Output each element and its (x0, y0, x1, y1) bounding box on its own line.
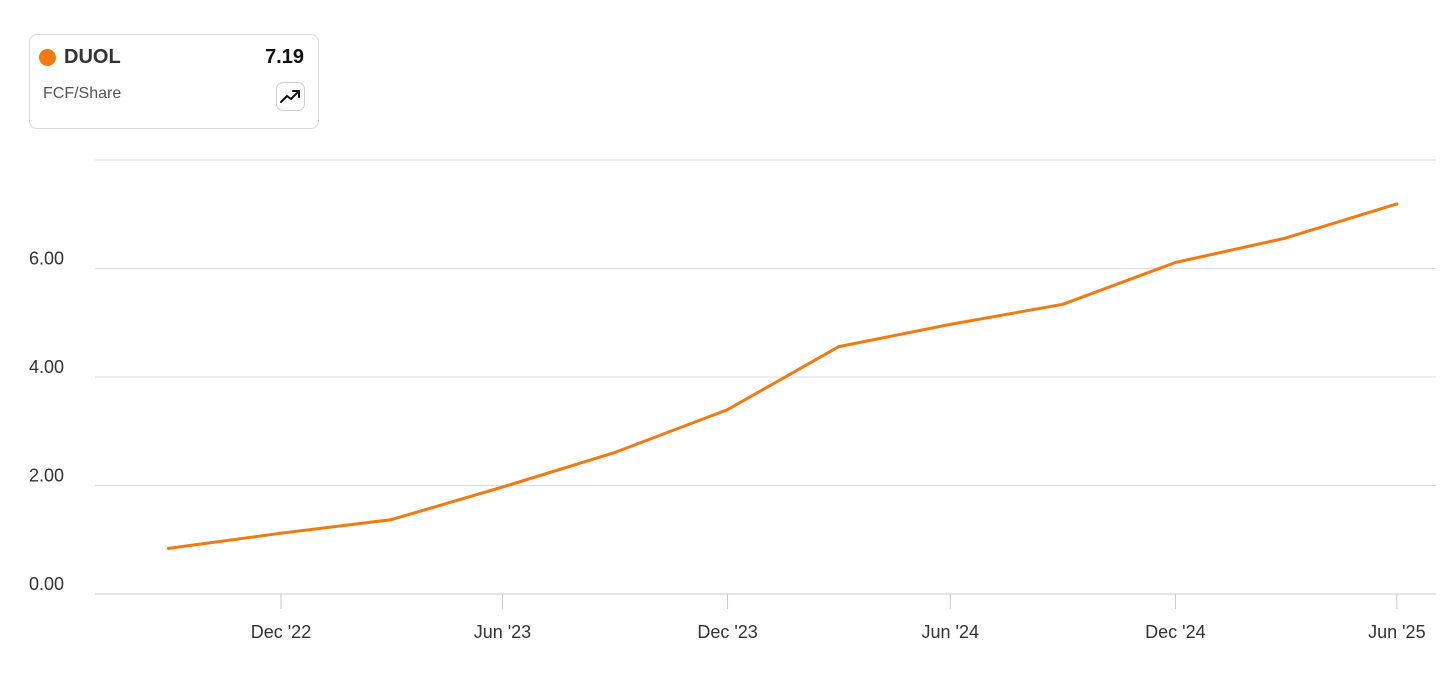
series-line (166, 202, 1399, 550)
x-tick-label: Jun '23 (474, 622, 531, 642)
legend-card: DUOL 7.19 FCF/Share (29, 34, 319, 129)
data-point (1173, 261, 1177, 265)
y-tick-label: 4.00 (29, 357, 64, 377)
y-tick-label: 2.00 (29, 466, 64, 486)
x-tick-label: Dec '23 (697, 622, 757, 642)
x-tick-label: Jun '25 (1368, 622, 1425, 642)
data-point (389, 518, 393, 522)
data-point (837, 345, 841, 349)
y-tick-label: 0.00 (29, 574, 64, 594)
data-point (1284, 236, 1288, 240)
legend-ticker: DUOL (64, 46, 121, 68)
data-point (613, 450, 617, 454)
data-point (166, 546, 170, 550)
data-point (726, 408, 730, 412)
x-tick-label: Dec '24 (1145, 622, 1205, 642)
data-point (1395, 202, 1399, 206)
y-tick-label: 6.00 (29, 249, 64, 269)
data-point (1061, 302, 1065, 306)
data-point (948, 322, 952, 326)
series-color-dot (39, 49, 56, 66)
trending-up-icon (280, 90, 300, 103)
legend-value: 7.19 (265, 46, 304, 68)
data-point (279, 531, 283, 535)
x-tick-label: Dec '22 (251, 622, 311, 642)
legend-metric-label: FCF/Share (43, 85, 122, 102)
x-tick-label: Jun '24 (922, 622, 979, 642)
chart-type-button[interactable] (276, 82, 305, 111)
data-point (500, 485, 504, 489)
